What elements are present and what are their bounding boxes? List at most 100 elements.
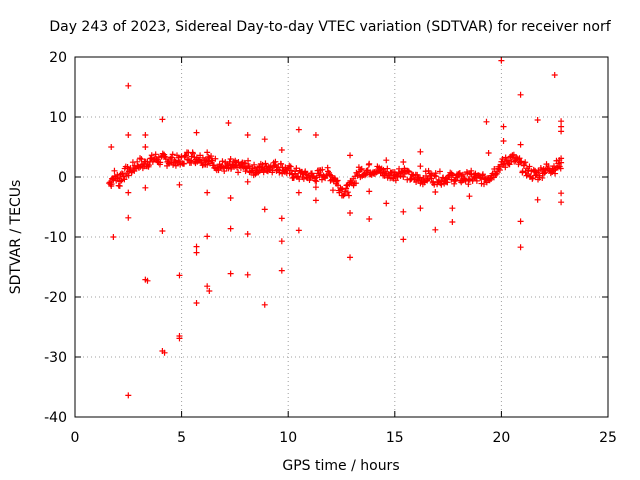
data-point	[261, 136, 268, 143]
data-point	[400, 236, 407, 243]
y-tick-label: 0	[58, 170, 67, 186]
data-point	[449, 219, 456, 225]
data-point	[225, 120, 232, 126]
chart-title: Day 243 of 2023, Sidereal Day-to-day VTE…	[49, 19, 611, 35]
x-tick-label: 25	[599, 430, 617, 446]
y-tick-label: -20	[44, 290, 67, 306]
data-point	[161, 349, 168, 356]
data-point	[456, 170, 463, 177]
data-point	[204, 233, 211, 240]
data-point	[383, 200, 390, 207]
data-point	[142, 184, 149, 191]
data-point	[384, 165, 391, 172]
data-point	[295, 227, 302, 234]
data-point	[400, 208, 407, 215]
data-point	[241, 159, 248, 166]
data-point	[333, 178, 340, 185]
data-point	[204, 283, 211, 290]
data-point	[206, 288, 213, 294]
data-point	[500, 138, 507, 144]
data-point	[345, 192, 352, 199]
data-point	[302, 168, 309, 175]
data-point	[557, 165, 564, 172]
data-point	[417, 148, 424, 155]
data-point	[433, 173, 440, 180]
data-point	[353, 180, 360, 187]
data-point	[312, 197, 319, 204]
data-point	[290, 174, 297, 181]
data-point	[272, 158, 279, 165]
data-point	[175, 157, 182, 164]
data-point	[235, 169, 242, 176]
data-points	[106, 57, 565, 399]
data-point	[242, 160, 249, 167]
data-point	[300, 175, 307, 182]
data-point	[261, 301, 268, 308]
data-point	[176, 181, 183, 188]
data-point	[479, 171, 486, 178]
data-point	[340, 192, 347, 199]
data-point	[193, 249, 200, 256]
y-axis-label: SDTVAR / TECUs	[8, 180, 24, 295]
data-point	[145, 162, 152, 169]
data-point	[558, 155, 565, 162]
data-point	[167, 155, 174, 162]
data-point	[154, 158, 161, 165]
data-point	[261, 206, 268, 213]
data-point	[193, 243, 200, 250]
data-point	[118, 177, 125, 184]
data-point	[558, 118, 565, 125]
data-point	[295, 189, 302, 196]
data-point	[168, 154, 175, 161]
data-point	[483, 118, 490, 125]
data-point	[344, 189, 351, 196]
data-point	[449, 205, 456, 212]
x-tick-label: 20	[492, 430, 510, 446]
data-point	[517, 244, 524, 251]
data-point	[558, 199, 565, 206]
data-point	[157, 159, 164, 166]
data-point	[312, 177, 319, 184]
grid-lines	[75, 57, 608, 417]
data-point	[432, 226, 439, 233]
data-point	[193, 300, 200, 306]
data-point	[144, 277, 151, 284]
x-tick-label: 5	[177, 430, 186, 446]
data-point	[138, 156, 145, 163]
y-tick-label: -10	[44, 230, 67, 246]
data-point	[170, 161, 177, 168]
data-point	[125, 132, 132, 138]
data-point	[517, 141, 524, 148]
data-point	[358, 165, 365, 172]
data-point	[312, 132, 319, 138]
y-tick-label: -30	[44, 350, 67, 366]
data-point	[496, 167, 503, 174]
data-point	[108, 144, 115, 150]
data-point	[159, 228, 166, 234]
data-point	[142, 144, 149, 150]
data-point	[295, 126, 302, 133]
data-point	[182, 152, 189, 159]
data-point	[204, 189, 211, 196]
data-point	[116, 183, 123, 189]
data-point	[227, 270, 234, 277]
data-point	[244, 178, 251, 185]
data-point	[451, 178, 458, 185]
data-point	[347, 210, 354, 216]
data-point	[137, 155, 144, 162]
data-point	[293, 165, 300, 172]
data-point	[278, 267, 285, 274]
data-point	[227, 195, 234, 201]
data-point	[347, 152, 354, 159]
data-point	[392, 177, 399, 184]
x-tick-labels: 0 5 10 15 20 25	[71, 430, 617, 446]
plot-frame	[74, 56, 609, 418]
data-point	[454, 174, 461, 181]
data-point	[485, 150, 492, 156]
data-point	[227, 225, 234, 232]
data-point	[466, 193, 473, 200]
data-point	[465, 181, 472, 188]
data-point	[165, 160, 172, 167]
data-point	[534, 196, 541, 203]
